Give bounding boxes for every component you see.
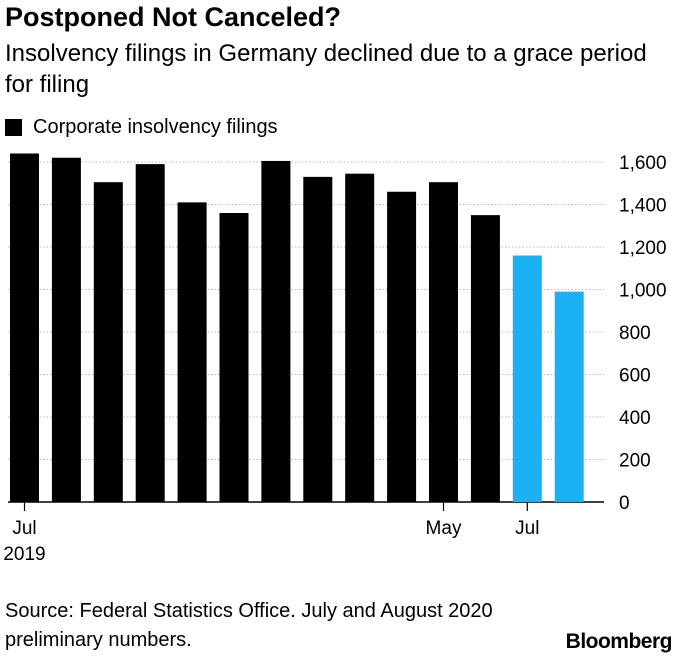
- bar: [219, 213, 249, 502]
- bar: [93, 182, 123, 502]
- bar: [303, 176, 333, 502]
- legend-label: Corporate insolvency filings: [33, 116, 278, 138]
- bar: [10, 153, 39, 502]
- bar: [429, 182, 458, 502]
- y-axis-ticks: 0 200 400 600 800 1,000 1,200 1,400 1,600: [619, 153, 667, 514]
- bars: [10, 153, 584, 502]
- source-note: Source: Federal Statistics Office. July …: [5, 600, 493, 651]
- chart-title: Postponed Not Canceled?: [5, 2, 342, 32]
- y-tick-label: 1,200: [619, 238, 667, 259]
- y-tick-label: 0: [619, 493, 630, 514]
- chart-subtitle: Insolvency filings in Germany declined d…: [5, 40, 647, 98]
- x-axis-ticks: Jul 2019 May Jul: [3, 502, 539, 565]
- x-tick-label: Jul: [515, 518, 539, 539]
- bar-chart: 0 200 400 600 800 1,000 1,200 1,400 1,600 Jul 201…: [3, 153, 667, 565]
- y-tick-label: 1,400: [619, 196, 667, 217]
- bar: [135, 164, 165, 502]
- x-tick-label: May: [426, 518, 462, 539]
- y-tick-label: 1,000: [619, 281, 667, 302]
- legend: Corporate insolvency filings: [5, 116, 278, 139]
- bar: [387, 191, 417, 502]
- bar: [51, 157, 81, 502]
- y-tick-label: 200: [619, 451, 651, 472]
- y-tick-label: 400: [619, 408, 651, 429]
- y-tick-label: 1,600: [619, 153, 667, 174]
- y-tick-label: 600: [619, 366, 651, 387]
- y-tick-label: 800: [619, 323, 651, 344]
- x-tick-sublabel: 2019: [3, 544, 45, 565]
- bar: [512, 255, 542, 502]
- x-tick-label: Jul: [12, 518, 36, 539]
- bar: [554, 291, 584, 502]
- bar: [261, 160, 291, 502]
- bar: [177, 202, 207, 502]
- bar: [345, 173, 375, 502]
- bar: [470, 215, 500, 502]
- legend-swatch: [5, 119, 22, 136]
- bloomberg-logo: Bloomberg: [565, 630, 673, 653]
